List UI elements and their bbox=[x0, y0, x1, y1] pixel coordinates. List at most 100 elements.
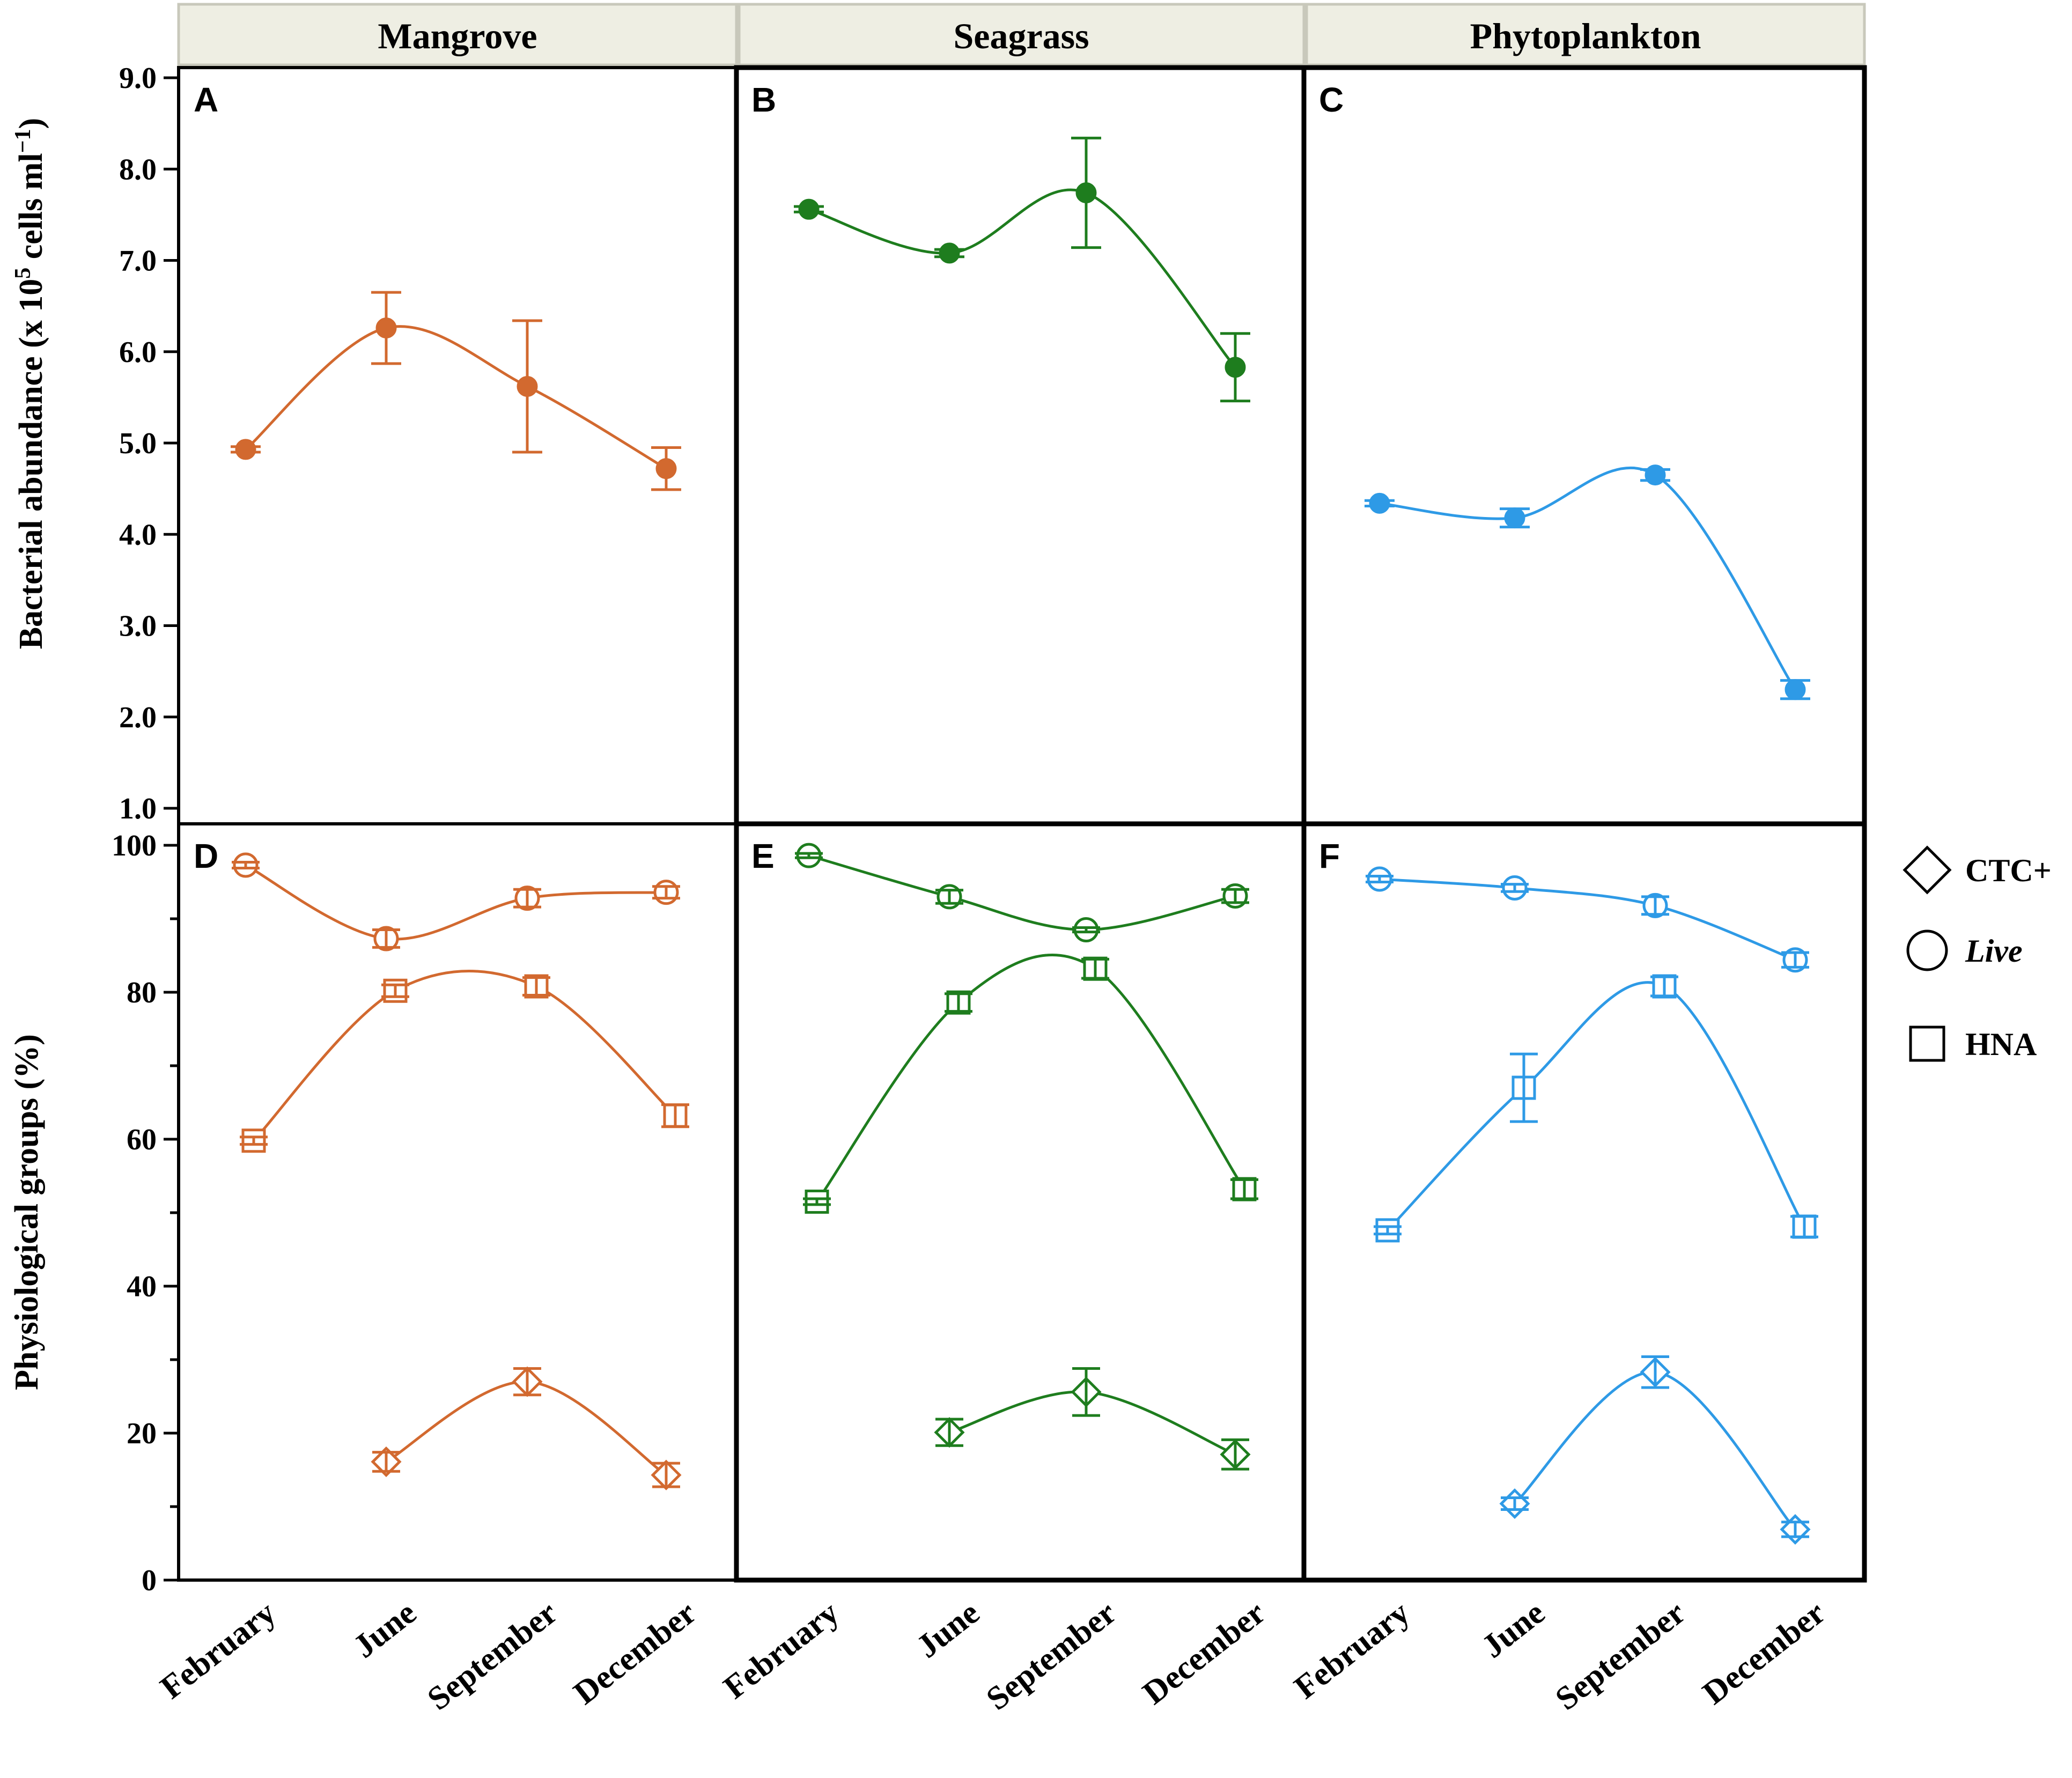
series-ctcplus-phytoplankton bbox=[1499, 1355, 1811, 1545]
series-live-mangrove bbox=[232, 852, 680, 951]
point-abundance-september bbox=[1075, 182, 1097, 204]
point-abundance-february bbox=[235, 439, 256, 460]
bottom-y-tick-label: 40 bbox=[127, 1270, 157, 1303]
errorbar-ctcplus-june bbox=[372, 1451, 400, 1473]
x-tick-label-september: September bbox=[980, 1594, 1123, 1717]
legend-item-ctcplus: CTC+ bbox=[1903, 845, 2052, 895]
errorbar-live-june bbox=[935, 889, 963, 905]
panel-frame-b bbox=[734, 65, 1307, 827]
panel-letter-c: C bbox=[1319, 80, 1344, 119]
point-abundance-june bbox=[375, 317, 397, 338]
top-y-tick-label: 1.0 bbox=[119, 792, 157, 825]
bottom-y-tick-label: 20 bbox=[127, 1417, 157, 1450]
bottom-y-tick-label: 0 bbox=[142, 1564, 157, 1597]
legend-label-live: Live bbox=[1965, 933, 2023, 969]
errorbar-live-june bbox=[1501, 883, 1529, 893]
series-ctcplus-seagrass bbox=[934, 1367, 1251, 1471]
point-abundance-december bbox=[1785, 679, 1806, 700]
line-hna bbox=[815, 954, 1246, 1202]
errorbar-live-december bbox=[1781, 951, 1809, 969]
x-tick-label-june: June bbox=[910, 1594, 986, 1665]
errorbar-live-september bbox=[1072, 926, 1100, 934]
errorbar-hna-february bbox=[803, 1197, 831, 1206]
panel-letter-d: D bbox=[194, 837, 218, 875]
line-abundance-seagrass bbox=[808, 188, 1236, 368]
errorbar-live-december bbox=[1221, 888, 1249, 904]
legend-label-hna: HNA bbox=[1965, 1027, 2037, 1062]
line-ctcplus bbox=[949, 1390, 1236, 1456]
top-y-axis-title-sup5: 5 bbox=[11, 268, 35, 279]
panel-letter-a: A bbox=[194, 80, 218, 119]
bottom-y-tick-label: 100 bbox=[112, 829, 157, 862]
plot-marks bbox=[231, 136, 1818, 1545]
panel-letter-f: F bbox=[1319, 837, 1340, 875]
line-abundance-mangrove bbox=[245, 325, 667, 470]
series-abundance-seagrass bbox=[794, 136, 1250, 403]
x-tick-label-june: June bbox=[1475, 1594, 1551, 1665]
panel-frame-f bbox=[1301, 821, 1867, 1583]
errorbar-ctcplus-december bbox=[652, 1462, 680, 1488]
panel-frame-a bbox=[177, 66, 738, 825]
legend-item-hna: HNA bbox=[1909, 1026, 2037, 1062]
line-live bbox=[808, 854, 1236, 932]
top-y-axis-title-part2: cells ml bbox=[13, 153, 49, 268]
point-abundance-february bbox=[798, 198, 820, 220]
top-y-tick-label: 7.0 bbox=[119, 245, 157, 278]
errorbar-live-february bbox=[795, 852, 823, 859]
errorbar-ctcplus-december bbox=[1221, 1438, 1249, 1471]
point-abundance-december bbox=[1225, 357, 1246, 378]
panel-frame-c bbox=[1301, 65, 1867, 827]
top-y-tick-label: 9.0 bbox=[119, 62, 157, 95]
errorbar-hna-december bbox=[1790, 1215, 1818, 1238]
panel-letter-b: B bbox=[751, 80, 776, 119]
x-tick-label-february: February bbox=[154, 1594, 283, 1706]
errorbar-live-september bbox=[1641, 895, 1669, 916]
top-y-tick-label: 4.0 bbox=[119, 518, 157, 551]
errorbar-live-february bbox=[232, 861, 260, 869]
point-abundance-february bbox=[1369, 492, 1390, 514]
strip-phytoplankton bbox=[1305, 3, 1866, 67]
series-live-phytoplankton bbox=[1366, 866, 1809, 973]
point-abundance-september bbox=[517, 375, 538, 397]
errorbar-hna-september bbox=[522, 976, 550, 997]
strip-seagrass bbox=[738, 3, 1306, 67]
x-tick-label-february: February bbox=[1288, 1594, 1417, 1706]
errorbar-hna-september bbox=[1081, 957, 1109, 980]
bottom-y-tick-label: 60 bbox=[127, 1123, 157, 1156]
errorbar-hna-december bbox=[661, 1103, 689, 1128]
strip-label-seagrass: Seagrass bbox=[953, 16, 1089, 56]
line-ctcplus bbox=[1514, 1370, 1796, 1531]
legend-circle-icon bbox=[1906, 929, 1948, 971]
series-hna-mangrove bbox=[240, 970, 689, 1153]
line-hna bbox=[1387, 981, 1806, 1231]
errorbar-hna-june bbox=[381, 983, 409, 998]
series-hna-phytoplankton bbox=[1374, 974, 1818, 1243]
errorbar-live-june bbox=[372, 928, 400, 949]
line-hna bbox=[253, 970, 676, 1142]
top-y-axis-title-end: ) bbox=[13, 118, 49, 129]
top-y-axis-title: Bacterial abundance (x 105 cells ml−1) bbox=[11, 118, 49, 650]
errorbar-ctcplus-september bbox=[1072, 1367, 1100, 1417]
legend-item-live: Live bbox=[1906, 929, 2023, 971]
x-tick-label-june: June bbox=[346, 1594, 423, 1665]
x-tick-label-december: December bbox=[1136, 1594, 1272, 1711]
errorbar-hna-june bbox=[1510, 1052, 1538, 1123]
top-y-tick-label: 3.0 bbox=[119, 610, 157, 643]
errorbar-hna-september bbox=[1650, 975, 1678, 998]
point-abundance-june bbox=[1504, 507, 1525, 529]
errorbar-hna-february bbox=[1374, 1225, 1402, 1236]
errorbar-ctcplus-june bbox=[935, 1418, 963, 1447]
top-y-axis-title-sup: −1 bbox=[11, 129, 35, 153]
errorbar-hna-june bbox=[945, 992, 972, 1013]
x-tick-label-september: September bbox=[421, 1594, 564, 1717]
errorbar-hna-february bbox=[240, 1135, 268, 1146]
strip-label-phytoplankton: Phytoplankton bbox=[1470, 16, 1701, 56]
axes: 1.0 2.0 3.0 4.0 5.0 6.0 7.0 8.0 9.0 0 20 40 60 80 100 A… bbox=[112, 62, 1867, 1717]
bottom-y-tick-label: 80 bbox=[127, 976, 157, 1009]
strip-label-mangrove: Mangrove bbox=[378, 16, 537, 56]
top-y-axis-title-part1: Bacterial abundance (x 10 bbox=[13, 279, 49, 650]
errorbar-ctcplus-september bbox=[513, 1367, 541, 1397]
bottom-y-axis-title: Physiological groups (%) bbox=[9, 1034, 45, 1390]
series-abundance-phytoplankton bbox=[1365, 464, 1810, 700]
top-y-tick-label: 6.0 bbox=[119, 336, 157, 369]
